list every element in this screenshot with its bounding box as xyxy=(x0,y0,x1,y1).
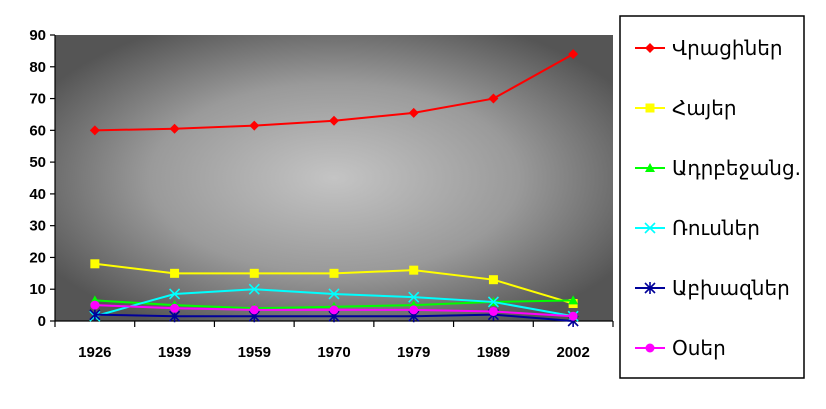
data-point xyxy=(90,259,100,269)
legend-item: Աբխազներ xyxy=(635,276,790,300)
y-tick-label: 50 xyxy=(29,154,46,171)
data-point xyxy=(488,275,498,285)
data-point xyxy=(568,49,579,60)
data-point xyxy=(645,103,655,113)
x-tick-label: 1979 xyxy=(397,344,430,361)
data-point xyxy=(329,268,339,278)
x-tick-label: 1970 xyxy=(317,344,350,361)
y-tick-label: 80 xyxy=(29,59,46,76)
legend-label: Վրացիներ xyxy=(672,36,783,60)
data-point xyxy=(408,107,419,118)
data-point xyxy=(169,288,181,300)
legend-item: Հայեր xyxy=(635,96,737,120)
legend-item: Վրացիներ xyxy=(635,36,783,60)
legend-label: Աբխազներ xyxy=(672,276,790,300)
y-tick-label: 20 xyxy=(29,249,46,266)
data-point xyxy=(645,163,655,172)
series-group xyxy=(89,49,579,136)
series-group xyxy=(90,300,578,321)
legend-label: Օսեր xyxy=(672,336,726,360)
data-point xyxy=(89,308,101,321)
y-tick-label: 60 xyxy=(29,122,46,139)
data-point xyxy=(170,268,180,278)
y-tick-label: 30 xyxy=(29,218,46,235)
y-tick-label: 0 xyxy=(38,313,46,330)
data-point xyxy=(90,300,100,310)
data-point xyxy=(644,282,656,294)
y-tick-label: 90 xyxy=(29,27,46,44)
data-point xyxy=(487,296,499,308)
y-tick-label: 10 xyxy=(29,281,46,298)
data-point xyxy=(645,343,655,353)
data-point xyxy=(409,265,419,275)
legend-item: Ադրբեջանց. xyxy=(635,156,801,180)
data-point xyxy=(169,123,180,134)
legend-label: Հայեր xyxy=(672,96,737,120)
data-point xyxy=(89,125,100,136)
data-point xyxy=(644,222,656,234)
x-tick-label: 1959 xyxy=(238,344,271,361)
x-axis: 1926 1939 1959 1970 1979 1989 2002 xyxy=(54,320,614,361)
data-point xyxy=(248,283,260,295)
y-tick-label: 40 xyxy=(29,186,46,203)
legend: Վրացիներ Հայեր Ադրբեջանց. Ռուսներ Աբխազներ Օս… xyxy=(635,36,801,360)
data-point xyxy=(249,305,259,315)
x-tick-label: 1939 xyxy=(158,344,191,361)
x-tick-label: 2002 xyxy=(556,344,589,361)
data-point xyxy=(170,303,180,313)
x-tick-label: 1989 xyxy=(477,344,510,361)
data-point xyxy=(408,291,420,303)
data-point xyxy=(488,93,499,104)
data-point xyxy=(409,305,419,315)
y-tick-label: 70 xyxy=(29,91,46,108)
legend-item: Ռուսներ xyxy=(635,216,760,240)
data-point xyxy=(568,295,579,305)
series-layer xyxy=(89,49,579,327)
legend-box xyxy=(619,15,805,379)
y-axis: 0 10 20 30 40 50 60 70 80 90 xyxy=(29,27,56,330)
legend-label: Ադրբեջանց. xyxy=(672,156,801,180)
data-point xyxy=(249,268,259,278)
legend-item: Օսեր xyxy=(635,336,726,360)
data-point xyxy=(568,311,578,321)
data-point xyxy=(488,306,498,316)
x-tick-label: 1926 xyxy=(78,344,111,361)
data-point xyxy=(645,43,655,53)
data-point xyxy=(249,120,260,131)
data-point xyxy=(329,115,339,126)
data-point xyxy=(329,305,339,315)
legend-label: Ռուսներ xyxy=(672,216,760,240)
data-point xyxy=(328,288,340,300)
